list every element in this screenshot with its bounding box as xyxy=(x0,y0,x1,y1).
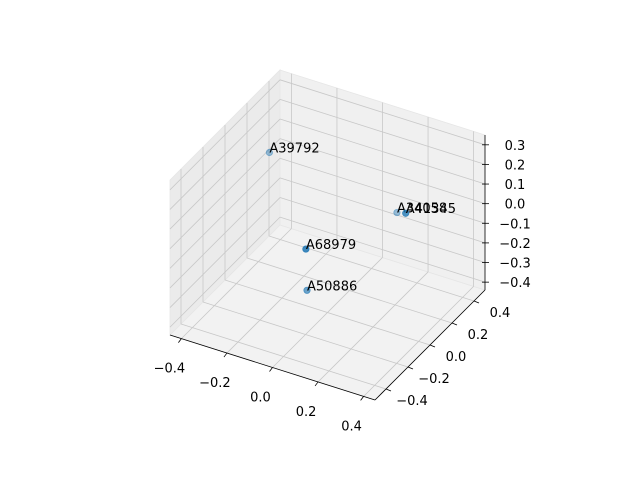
grid-line xyxy=(279,197,486,263)
point xyxy=(303,286,311,294)
tick-mark xyxy=(385,388,392,392)
y-tick-label: 0.2 xyxy=(468,328,489,343)
grid-line xyxy=(279,99,486,165)
grid-line xyxy=(169,79,281,191)
tick-mark xyxy=(269,367,273,372)
y-tick-label: 0.4 xyxy=(490,306,511,321)
data-label: A34058 xyxy=(397,202,447,217)
data-label: A68979 xyxy=(306,238,356,253)
data-label: A39792 xyxy=(269,142,319,157)
grid-line xyxy=(279,216,486,283)
z-tick-label: −0.2 xyxy=(499,237,531,252)
z-tick-label: 0.2 xyxy=(505,158,526,173)
grid-line xyxy=(169,99,281,210)
grid-line xyxy=(279,118,486,185)
tick-mark xyxy=(429,344,436,348)
y-tick-label: −0.2 xyxy=(418,372,450,387)
grid-line xyxy=(279,157,486,224)
y-axis-line xyxy=(374,289,486,401)
grid-line xyxy=(279,138,486,205)
x-tick-label: −0.2 xyxy=(199,376,231,391)
point xyxy=(393,208,401,217)
tick-mark xyxy=(473,300,480,304)
point xyxy=(302,245,310,253)
grid-line xyxy=(169,216,281,328)
x-tick-label: −0.4 xyxy=(154,362,186,377)
data-label: A50886 xyxy=(307,279,357,294)
grid-line xyxy=(169,197,281,308)
x-tick-label: 0.2 xyxy=(296,405,317,420)
grid-line xyxy=(169,118,281,230)
tick-mark xyxy=(451,322,458,326)
data-label: A41345 xyxy=(406,202,456,217)
grid-line xyxy=(169,158,281,269)
grid-line xyxy=(279,79,486,146)
tick-mark xyxy=(407,366,414,370)
x-axis-line xyxy=(169,334,376,401)
z-tick-label: 0.3 xyxy=(505,139,526,154)
tick-mark xyxy=(223,352,228,358)
y-tick-label: −0.4 xyxy=(396,394,428,409)
grid-line xyxy=(180,323,387,390)
tick-mark xyxy=(314,381,319,387)
grid-line xyxy=(224,279,431,346)
grid-line xyxy=(202,301,409,368)
grid-line xyxy=(169,138,281,249)
point xyxy=(265,148,273,157)
z-tick-label: −0.4 xyxy=(499,276,531,291)
z-tick-label: 0.0 xyxy=(505,198,526,213)
grid-line xyxy=(279,177,486,244)
tick-mark xyxy=(360,396,364,401)
z-tick-label: 0.1 xyxy=(505,178,526,193)
z-tick-label: −0.1 xyxy=(499,217,531,232)
tick-mark xyxy=(178,338,182,343)
x-tick-label: 0.4 xyxy=(341,419,362,434)
z-tick-label: −0.3 xyxy=(499,257,531,272)
y-tick-label: 0.0 xyxy=(446,350,467,365)
point xyxy=(402,209,410,217)
x-tick-label: 0.0 xyxy=(250,391,271,406)
grid-line xyxy=(169,177,281,289)
grid-line xyxy=(246,257,453,324)
